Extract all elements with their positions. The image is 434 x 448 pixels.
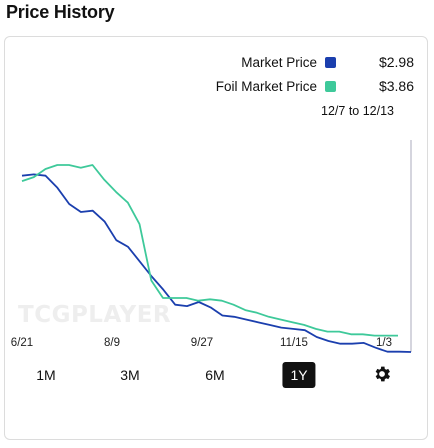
- legend-market-label: Market Price: [241, 54, 317, 70]
- x-tick-label: 8/9: [104, 337, 120, 349]
- range-button-1y[interactable]: 1Y: [282, 362, 316, 388]
- x-axis: 6/21 8/9 9/27 11/15 1/3: [0, 337, 434, 353]
- legend-market-value: $2.98: [378, 54, 414, 70]
- x-tick-label: 9/27: [190, 337, 214, 349]
- range-button-1m[interactable]: 1M: [36, 367, 56, 383]
- market-price-line: [21, 173, 412, 353]
- x-tick-label: 1/3: [376, 337, 392, 349]
- gear-icon[interactable]: [372, 364, 392, 384]
- legend-foil-label: Foil Market Price: [215, 78, 317, 94]
- tcgplayer-watermark: TCGPLAYER: [18, 302, 172, 328]
- x-tick-label: 11/15: [280, 337, 308, 349]
- range-button-6m[interactable]: 6M: [205, 367, 225, 383]
- price-history-card: [4, 36, 428, 440]
- foil-market-price-line: [21, 164, 398, 337]
- legend-foil-swatch: [325, 80, 336, 92]
- range-selector: 1M 3M 6M 1Y: [0, 360, 434, 390]
- legend-foil-price: Foil Market Price $3.86: [167, 76, 414, 96]
- range-button-3m[interactable]: 3M: [120, 367, 140, 383]
- date-range-label: 12/7 to 12/13: [321, 104, 394, 118]
- x-tick-label: 6/21: [10, 337, 34, 349]
- legend-market-price: Market Price $2.98: [167, 52, 414, 72]
- legend-foil-value: $3.86: [378, 78, 414, 94]
- legend-market-swatch: [325, 56, 336, 68]
- page-title: Price History: [6, 2, 115, 22]
